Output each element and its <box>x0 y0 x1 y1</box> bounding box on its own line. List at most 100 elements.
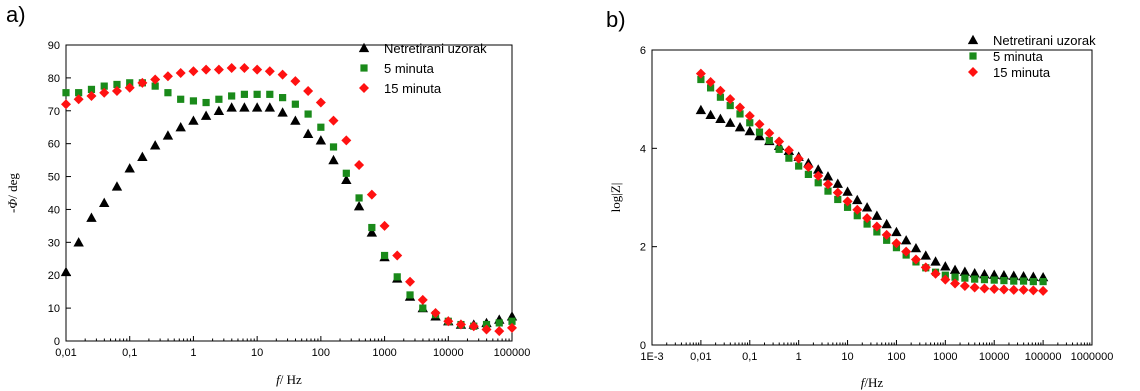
y-axis-title: -Φ/ deg <box>5 173 20 213</box>
x-tick-label: 1 <box>190 347 196 359</box>
x-axis-title: f/Hz <box>861 375 884 390</box>
data-point <box>843 203 852 211</box>
data-point <box>1010 277 1018 285</box>
data-point <box>111 86 122 97</box>
data-point <box>707 84 715 92</box>
data-point <box>328 115 339 126</box>
data-point <box>832 178 843 188</box>
data-point <box>951 273 959 281</box>
data-point <box>162 71 173 82</box>
plot-frame <box>65 44 513 342</box>
data-point <box>1008 284 1019 295</box>
legend-marker <box>969 52 977 60</box>
data-point <box>355 194 363 202</box>
data-point <box>940 274 951 285</box>
data-point <box>861 202 873 212</box>
data-point <box>279 94 287 102</box>
data-point <box>795 162 803 170</box>
data-point <box>989 283 1000 294</box>
data-point <box>150 74 161 85</box>
data-point <box>341 135 352 146</box>
data-point <box>834 195 842 204</box>
x-tick-label: 100000 <box>494 347 531 359</box>
data-point <box>277 107 288 117</box>
data-point <box>213 105 225 115</box>
data-point <box>291 100 299 108</box>
chart-panel-a: a) 0 10 20 30 40 50 60 70 80 90 0,01 0,1 1 10 100 1000 10… <box>5 2 530 387</box>
series-triangle <box>695 104 1049 282</box>
data-point <box>842 186 853 196</box>
data-point <box>137 151 148 161</box>
data-point <box>961 274 969 282</box>
series-diamond <box>695 68 1049 296</box>
data-point <box>266 90 274 98</box>
data-point <box>430 308 441 319</box>
data-point <box>969 282 980 293</box>
data-point <box>990 276 998 284</box>
chart-panel-b: b) 0 2 4 6 1E-3 0,01 0,1 1 10 100 1000 10000 100000 10… <box>606 7 1113 390</box>
legend-marker <box>358 42 370 53</box>
data-point <box>75 89 83 97</box>
data-point <box>959 266 971 276</box>
data-point <box>822 171 834 181</box>
panel-label: b) <box>606 7 626 32</box>
data-point <box>910 242 922 253</box>
data-point <box>881 218 892 229</box>
data-point <box>188 66 199 77</box>
data-point <box>705 76 716 87</box>
data-point <box>277 69 288 80</box>
data-point <box>495 319 503 327</box>
y-tick-label: 90 <box>48 40 60 52</box>
y-tick-label: 80 <box>48 73 60 85</box>
data-point <box>189 97 198 105</box>
legend-label: Netretirani uzorak <box>993 33 1096 48</box>
data-point <box>366 189 377 200</box>
x-tick-label: 0,01 <box>690 351 711 363</box>
data-point <box>813 170 824 181</box>
data-point <box>900 235 912 245</box>
data-point <box>100 82 108 90</box>
data-point <box>380 251 389 260</box>
data-point <box>949 264 961 274</box>
data-point <box>87 85 96 93</box>
data-point <box>746 119 754 127</box>
x-axis-title: f/ Hz <box>276 372 302 387</box>
data-point <box>443 316 454 327</box>
data-point <box>735 102 746 113</box>
data-point <box>215 95 223 103</box>
data-point <box>177 95 185 103</box>
data-point <box>824 187 832 195</box>
y-axis-title-prefix: - <box>5 209 20 213</box>
data-point <box>61 99 71 110</box>
data-point <box>1038 285 1049 296</box>
legend-label: 15 minuta <box>993 65 1051 80</box>
data-point <box>930 268 941 279</box>
data-point <box>785 154 793 162</box>
data-point <box>998 284 1009 295</box>
data-point <box>1019 277 1028 285</box>
data-point <box>368 223 376 232</box>
x-tick-label: 1000 <box>372 347 396 359</box>
data-point <box>151 82 159 90</box>
y-tick-label: 0 <box>640 340 646 352</box>
legend-marker <box>968 67 978 77</box>
data-point <box>814 179 822 187</box>
legend-marker <box>967 34 979 45</box>
data-point <box>202 98 210 107</box>
data-point <box>959 281 970 291</box>
data-point <box>697 75 705 84</box>
data-point <box>494 326 505 337</box>
x-axis-title-symbol: f <box>276 372 282 387</box>
y-tick-label: 60 <box>48 139 60 151</box>
data-point <box>507 322 517 333</box>
data-point <box>883 236 891 244</box>
data-point <box>317 123 325 131</box>
data-point <box>264 66 275 77</box>
data-point <box>969 268 980 278</box>
data-point <box>783 145 794 156</box>
data-point <box>468 321 479 332</box>
data-point <box>253 90 261 98</box>
data-point <box>417 294 428 305</box>
data-point <box>86 212 97 222</box>
data-point <box>734 121 746 132</box>
